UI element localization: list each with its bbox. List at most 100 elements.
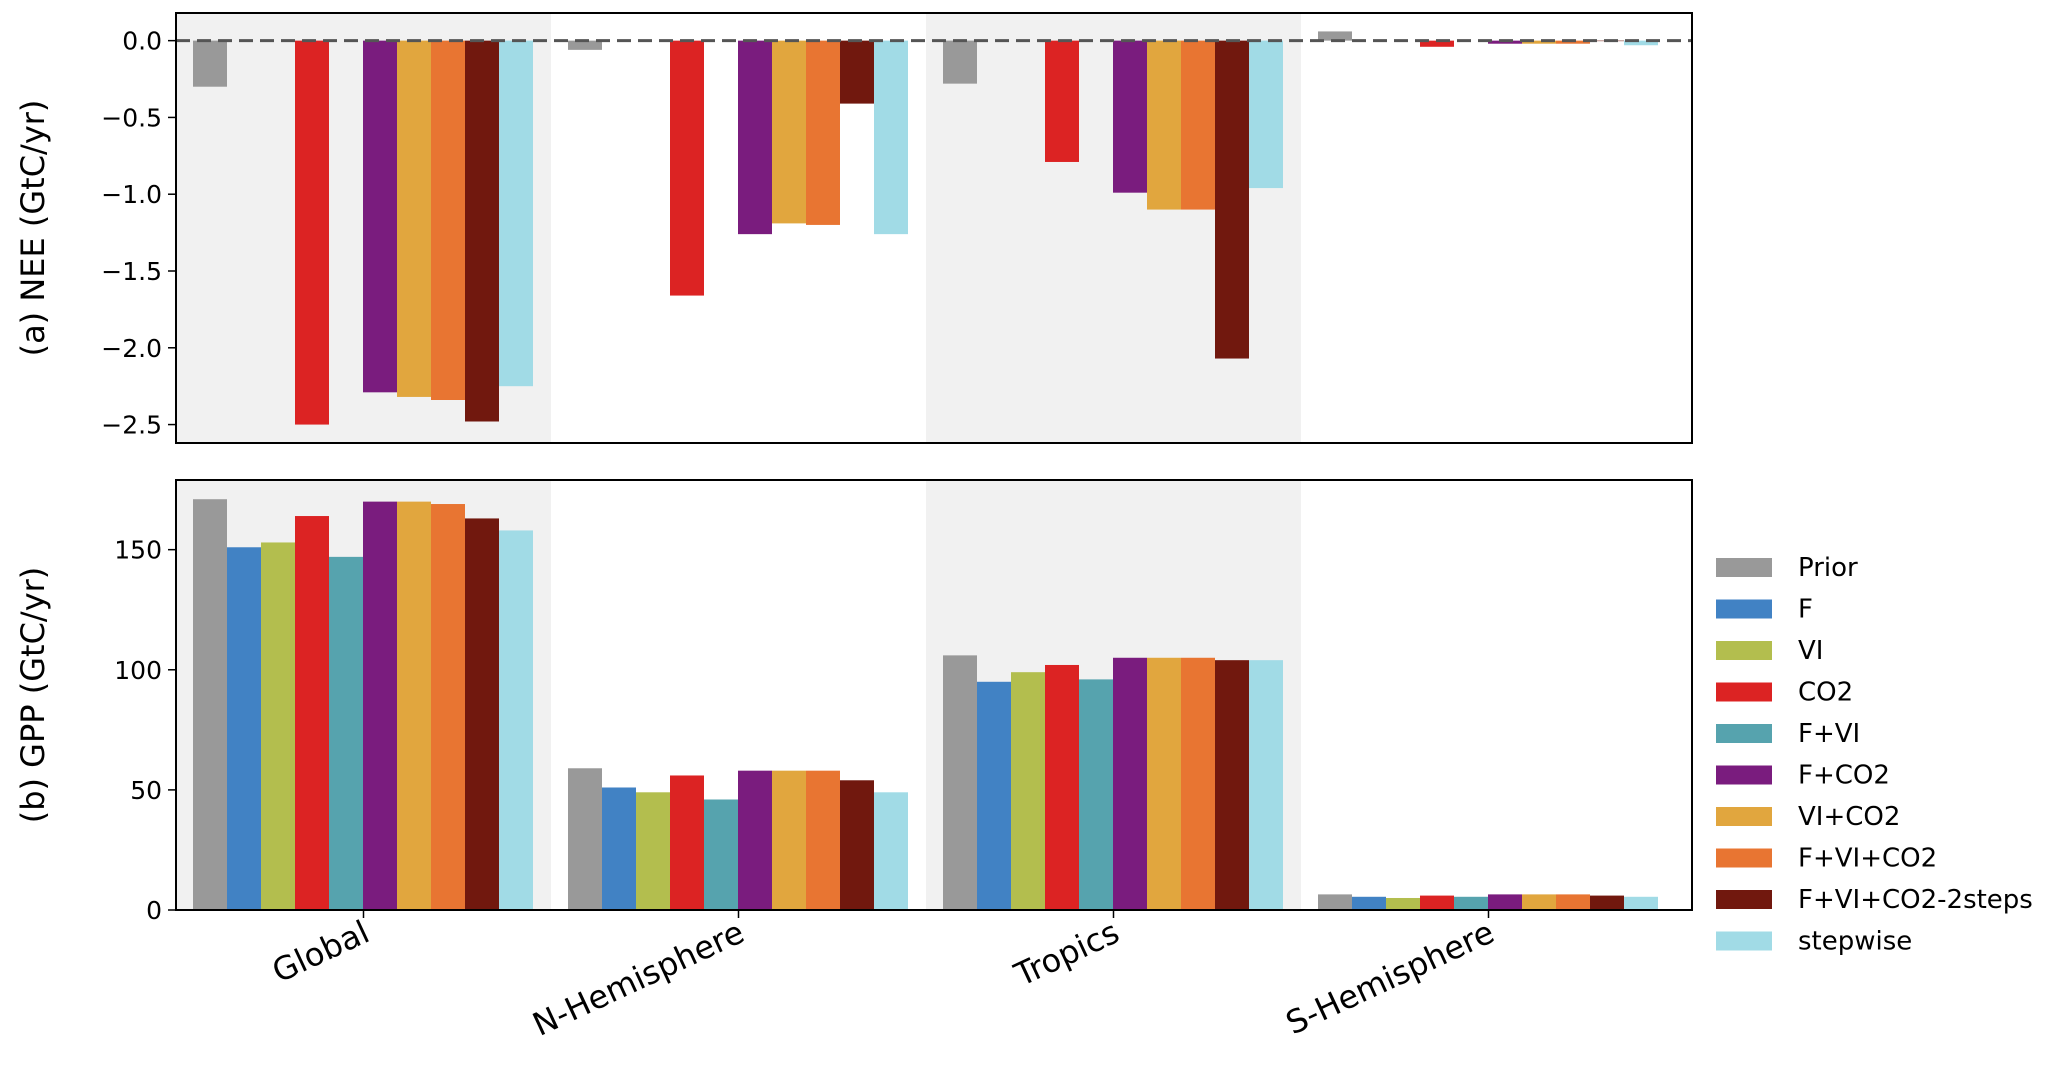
bar <box>397 40 431 397</box>
category-label: N-Hemisphere <box>527 913 750 1044</box>
bar <box>704 799 738 910</box>
y-tick-label: 100 <box>114 656 162 685</box>
bar <box>943 655 977 910</box>
bar <box>738 40 772 235</box>
legend-swatch <box>1716 724 1772 743</box>
bar <box>1488 40 1522 44</box>
bar <box>295 516 329 910</box>
axes-frame <box>175 479 1693 911</box>
legend-label: F+VI+CO2 <box>1798 844 1937 874</box>
bar <box>1556 40 1590 44</box>
y-tick-label: 0 <box>146 896 162 925</box>
bar <box>1420 40 1454 47</box>
legend-swatch <box>1716 807 1772 826</box>
bar <box>943 40 977 84</box>
bar <box>1147 657 1181 910</box>
axes-frame <box>175 12 1693 444</box>
category-label: Global <box>266 913 375 991</box>
bar <box>806 40 840 225</box>
bar <box>738 770 772 910</box>
bar <box>1624 896 1658 910</box>
bar <box>636 792 670 910</box>
bar <box>806 770 840 910</box>
bar <box>602 787 636 910</box>
bar <box>840 780 874 910</box>
bar <box>1522 40 1556 44</box>
bar <box>363 40 397 393</box>
legend-swatch <box>1716 890 1772 909</box>
legend-swatch <box>1716 558 1772 577</box>
bar <box>568 768 602 910</box>
bar <box>1352 896 1386 910</box>
legend-label: CO2 <box>1798 678 1853 708</box>
bar <box>874 792 908 910</box>
bar <box>1590 895 1624 910</box>
y-tick-label: −0.5 <box>101 103 162 132</box>
bar <box>1215 40 1249 359</box>
bar <box>1011 672 1045 910</box>
bar <box>568 40 602 50</box>
bar <box>431 40 465 401</box>
legend: Prior F VI CO2 F+VI F+CO2 VI+CO2 F+VI+CO2 F+VI+C… <box>1716 553 2033 957</box>
y-axis-title: (a) NEE (GtC/yr) <box>14 100 52 357</box>
bar <box>1420 895 1454 910</box>
bar <box>499 530 533 910</box>
legend-label: F <box>1798 595 1813 625</box>
bar <box>670 40 704 296</box>
legend-swatch <box>1716 641 1772 660</box>
bar <box>1181 40 1215 210</box>
y-tick-label: 50 <box>130 776 162 805</box>
bar <box>465 518 499 910</box>
bar <box>1522 894 1556 910</box>
bar <box>1488 894 1522 910</box>
bar <box>397 501 431 910</box>
bar <box>1147 40 1181 210</box>
legend-label: Prior <box>1798 553 1858 583</box>
bar <box>1045 664 1079 910</box>
gpp-panel: 0 50 100 150 (b) GPP (GtC/yr) <box>14 479 1693 925</box>
bar <box>329 556 363 910</box>
bar <box>465 40 499 422</box>
bar <box>1249 660 1283 910</box>
bar <box>874 40 908 235</box>
y-tick-label: −2.5 <box>101 411 162 440</box>
bar <box>1556 894 1590 910</box>
bar <box>1386 897 1420 910</box>
bar <box>227 547 261 910</box>
bar <box>1215 660 1249 910</box>
bar <box>772 770 806 910</box>
y-tick-label: −2.0 <box>101 334 162 363</box>
legend-swatch <box>1716 599 1772 619</box>
legend-label: stepwise <box>1798 927 1912 957</box>
nee-panel: 0.0 −0.5 −1.0 −1.5 −2.0 −2.5 (a) NEE (GtC/yr) <box>14 12 1693 444</box>
bar <box>1624 40 1658 46</box>
y-tick-label: 0.0 <box>122 27 162 56</box>
y-tick-label: −1.5 <box>101 257 162 286</box>
bar <box>772 40 806 224</box>
legend-label: F+CO2 <box>1798 761 1890 791</box>
y-tick-label: −1.0 <box>101 180 162 209</box>
bar <box>193 499 227 910</box>
legend-label: VI <box>1798 636 1823 666</box>
bar <box>840 40 874 104</box>
category-labels: Global N-Hemisphere Tropics S-Hemisphere <box>266 910 1500 1044</box>
category-label: S-Hemisphere <box>1280 913 1500 1042</box>
bar <box>363 501 397 910</box>
category-label: Tropics <box>1008 913 1125 994</box>
bar <box>1318 31 1352 41</box>
bar <box>1079 679 1113 910</box>
bar <box>431 504 465 910</box>
legend-label: F+VI <box>1798 719 1860 749</box>
bar <box>977 681 1011 910</box>
legend-swatch <box>1716 931 1772 951</box>
legend-label: VI+CO2 <box>1798 802 1900 832</box>
bar <box>1318 894 1352 910</box>
bar <box>499 40 533 387</box>
legend-swatch <box>1716 682 1772 702</box>
y-axis-title: (b) GPP (GtC/yr) <box>14 567 52 824</box>
bar <box>1249 40 1283 189</box>
legend-swatch <box>1716 848 1772 868</box>
bar <box>1113 657 1147 910</box>
bar <box>670 775 704 910</box>
